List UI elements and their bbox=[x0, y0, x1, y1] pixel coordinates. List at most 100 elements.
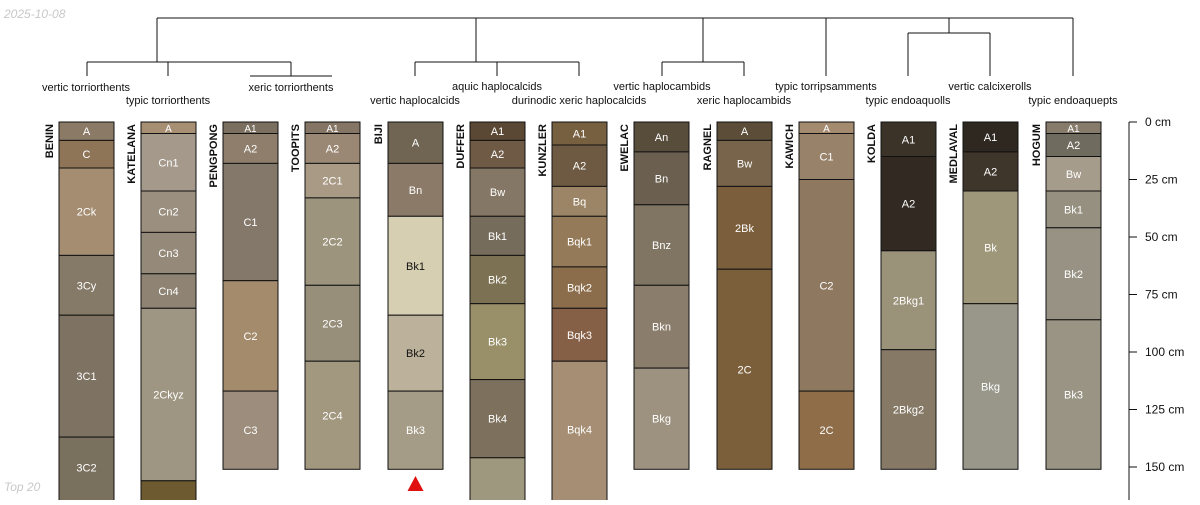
horizon-label: 3Cy bbox=[77, 280, 97, 292]
horizon-label: A1 bbox=[984, 132, 997, 144]
horizon-pengpong-2 bbox=[222, 162, 279, 282]
horizon-label: Bqk2 bbox=[567, 283, 592, 295]
horizon-label: A bbox=[83, 126, 91, 138]
horizon-label: 3C1 bbox=[76, 371, 96, 383]
horizon-label: Bn bbox=[409, 185, 422, 197]
horizon-label: A1 bbox=[1067, 124, 1080, 135]
horizon-label: Bnz bbox=[652, 240, 671, 252]
horizon-ewelac-4 bbox=[633, 367, 690, 470]
horizon-biji-3 bbox=[387, 314, 444, 392]
horizon-kunzler-4 bbox=[551, 266, 608, 309]
profile-biji: A Bn Bk1 Bk2 Bk3 BIJI bbox=[373, 121, 444, 470]
horizon-pengpong-3 bbox=[222, 280, 279, 392]
horizon-katelana-5 bbox=[140, 307, 197, 482]
profile-name: MEDLAVAL bbox=[948, 124, 960, 184]
horizon-label: Bk2 bbox=[1064, 269, 1083, 281]
horizon-katelana-6 bbox=[140, 480, 197, 502]
horizon-label: 2Bkg1 bbox=[893, 295, 924, 307]
horizon-biji-2 bbox=[387, 215, 444, 316]
horizon-label: Bkn bbox=[652, 322, 671, 334]
horizon-toopits-4 bbox=[304, 284, 361, 362]
missing-data-marker bbox=[407, 476, 424, 491]
horizon-pengpong-4 bbox=[222, 390, 279, 470]
horizon-label: Bw bbox=[490, 187, 505, 199]
horizon-label: 2C1 bbox=[322, 176, 342, 188]
profile-benin: AC 2Ck 3Cy 3C1 3C2 BENIN bbox=[44, 121, 115, 503]
depth-tick-label: 150 cm bbox=[1145, 460, 1184, 474]
horizon-duffer-1 bbox=[469, 139, 526, 169]
profile-kunzler: A1 A2 Bq Bqk1 Bqk2 Bqk3 Bqk4 KUNZLER bbox=[537, 121, 608, 503]
taxon-label-vertic-haplocambids: vertic haplocambids bbox=[613, 81, 711, 93]
horizon-label: 2Bkg2 bbox=[893, 405, 924, 417]
horizon-kolda-1 bbox=[880, 156, 937, 252]
horizon-label: C1 bbox=[819, 152, 833, 164]
depth-tick-label: 75 cm bbox=[1145, 288, 1178, 302]
horizon-duffer-7 bbox=[469, 457, 526, 502]
horizon-label: A2 bbox=[244, 143, 257, 155]
horizon-label: Bqk4 bbox=[567, 425, 592, 437]
horizon-label: Cn2 bbox=[158, 207, 178, 219]
horizon-label: Cn4 bbox=[158, 286, 178, 298]
profile-name: KATELANA bbox=[126, 124, 138, 184]
date-stamp: 2025-10-08 bbox=[4, 7, 66, 21]
horizon-katelana-3 bbox=[140, 231, 197, 275]
horizon-label: Bk3 bbox=[1064, 390, 1083, 402]
horizon-label: Bq bbox=[573, 196, 586, 208]
horizon-medlaval-0 bbox=[962, 121, 1019, 153]
profile-kawich: A C1 C2 2C KAWICH bbox=[784, 121, 855, 470]
horizon-medlaval-3 bbox=[962, 303, 1019, 470]
depth-tick-label: 25 cm bbox=[1145, 173, 1178, 187]
profile-name: KAWICH bbox=[784, 124, 796, 169]
taxon-label-aquic-haplocalcids: aquic haplocalcids bbox=[452, 81, 542, 93]
horizon-label: 2C3 bbox=[322, 318, 342, 330]
horizon-kunzler-3 bbox=[551, 215, 608, 268]
horizon-label: Bqk1 bbox=[567, 237, 592, 249]
horizon-kunzler-1 bbox=[551, 144, 608, 187]
depth-tick-label: 50 cm bbox=[1145, 230, 1178, 244]
horizon-toopits-3 bbox=[304, 197, 361, 286]
taxon-label-typic-endoaquepts: typic endoaquepts bbox=[1028, 95, 1118, 107]
taxon-label-typic-torripsamments: typic torripsamments bbox=[775, 81, 877, 93]
profile-name: RAGNEL bbox=[702, 124, 714, 171]
horizon-katelana-1 bbox=[140, 133, 197, 192]
horizon-label: C3 bbox=[243, 425, 257, 437]
taxon-label-vertic-haplocalcids: vertic haplocalcids bbox=[370, 95, 460, 107]
profile-katelana: A Cn1 Cn2 Cn3 Cn4 2Ckyz KATELANA bbox=[126, 121, 197, 502]
horizon-benin-3 bbox=[58, 254, 115, 316]
profile-medlaval: A1 A2 Bk Bkg MEDLAVAL bbox=[948, 121, 1019, 470]
horizon-benin-2 bbox=[58, 167, 115, 256]
horizon-label: Cn3 bbox=[158, 248, 178, 260]
horizon-label: A2 bbox=[573, 161, 586, 173]
taxon-label-vertic-calcixerolls: vertic calcixerolls bbox=[948, 81, 1032, 93]
horizon-katelana-2 bbox=[140, 190, 197, 233]
horizon-kolda-0 bbox=[880, 121, 937, 157]
horizon-label: C2 bbox=[819, 280, 833, 292]
horizon-label: Bkg bbox=[652, 414, 671, 426]
profile-name: KOLDA bbox=[866, 124, 878, 163]
horizon-kolda-2 bbox=[880, 250, 937, 351]
horizon-ewelac-3 bbox=[633, 284, 690, 369]
profile-name: EWELAC bbox=[619, 124, 631, 172]
horizon-label: A2 bbox=[491, 149, 504, 161]
depth-tick-label: 125 cm bbox=[1145, 403, 1184, 417]
horizon-ewelac-0 bbox=[633, 121, 690, 153]
horizon-label: A1 bbox=[902, 134, 915, 146]
horizon-duffer-2 bbox=[469, 167, 526, 217]
horizon-label: Bk4 bbox=[488, 414, 507, 426]
horizon-toopits-1 bbox=[304, 133, 361, 164]
horizon-label: A bbox=[823, 124, 830, 135]
profile-name: BENIN bbox=[44, 124, 56, 158]
horizon-toopits-5 bbox=[304, 360, 361, 470]
horizon-duffer-4 bbox=[469, 254, 526, 305]
horizon-label: Bk3 bbox=[488, 337, 507, 349]
horizon-label: 2Ckyz bbox=[153, 390, 184, 402]
profile-ragnel: A Bw 2Bk 2C RAGNEL bbox=[702, 121, 773, 470]
profile-name: KUNZLER bbox=[537, 124, 549, 177]
horizon-biji-4 bbox=[387, 390, 444, 470]
horizon-ewelac-2 bbox=[633, 204, 690, 286]
horizon-ragnel-3 bbox=[716, 268, 773, 470]
horizon-label: A1 bbox=[491, 126, 504, 138]
horizon-toopits-2 bbox=[304, 162, 361, 199]
